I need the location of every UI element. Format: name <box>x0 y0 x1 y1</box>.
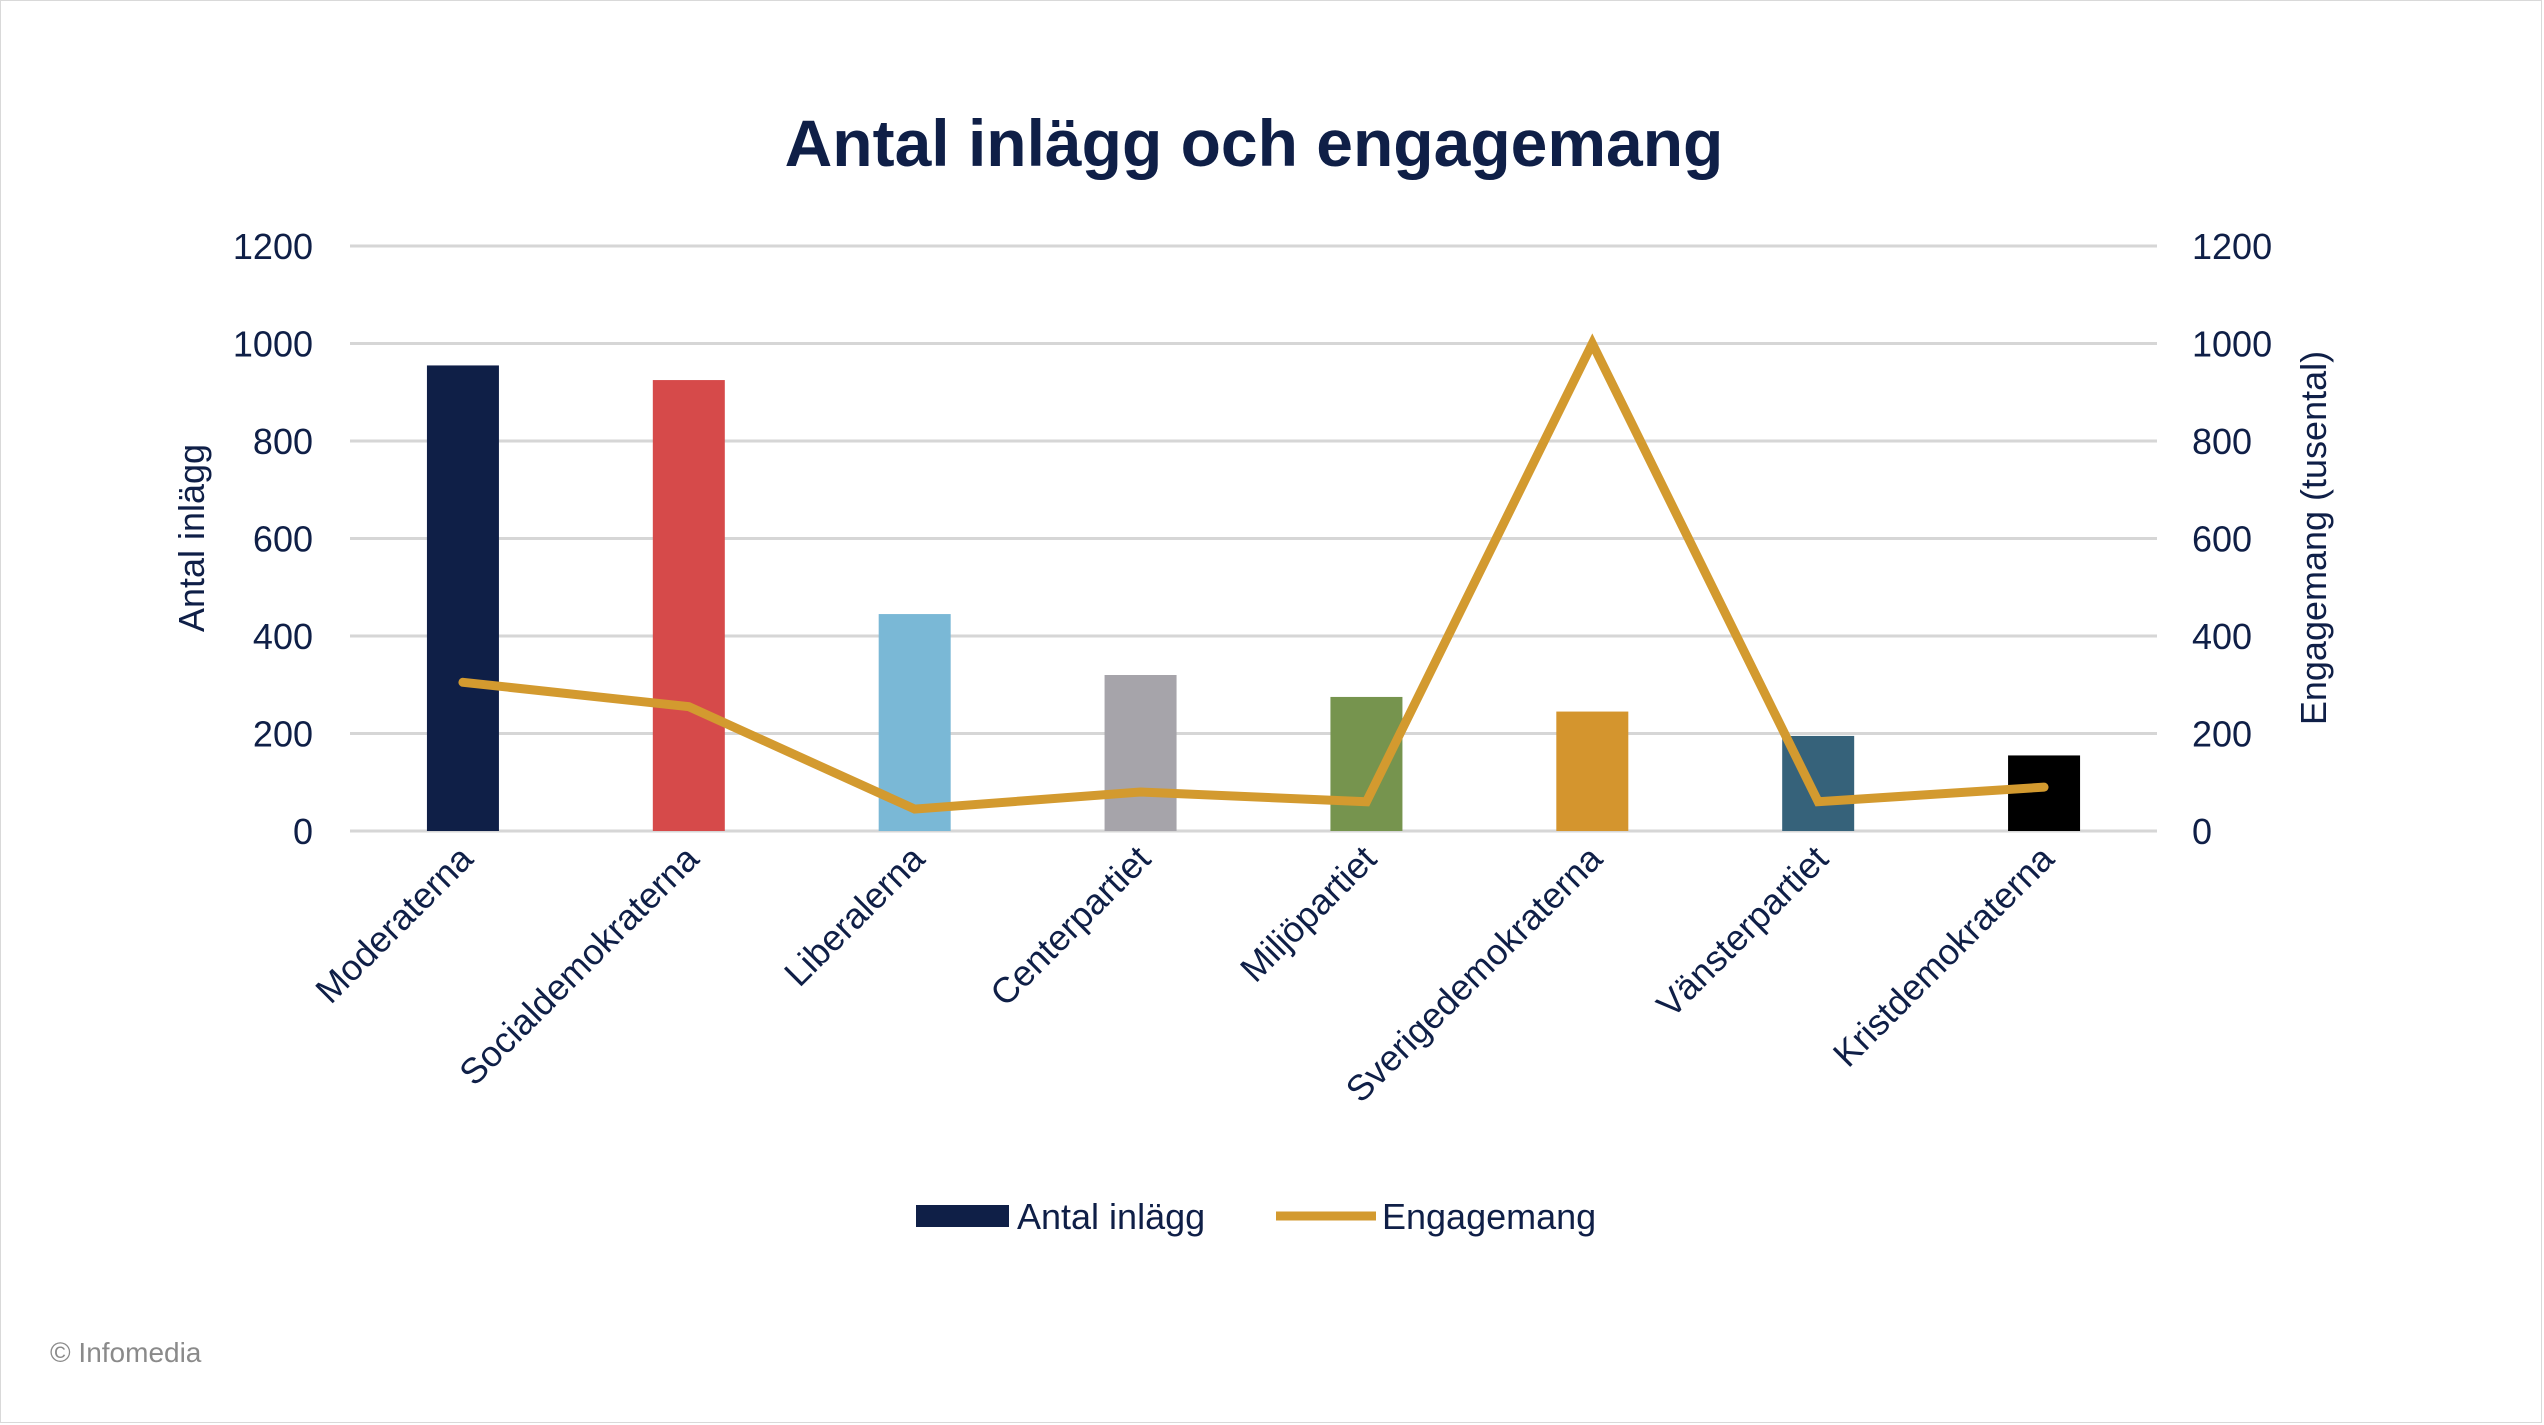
x-label-sverigedemokraterna: Sverigedemokraterna <box>1338 837 1611 1110</box>
gridlines <box>350 244 2157 833</box>
bar-moderaterna <box>426 365 499 831</box>
x-label-kristdemokraterna: Kristdemokraterna <box>1825 837 2063 1075</box>
y-tick-left: 1200 <box>233 226 313 267</box>
line-engagemang <box>458 333 2049 814</box>
y-tick-left: 200 <box>253 714 313 755</box>
y-tick-right: 800 <box>2192 421 2252 462</box>
x-label-vansterpartiet: Vänsterpartiet <box>1648 838 1835 1025</box>
bar-kristdemokraterna <box>2008 755 2081 831</box>
y-tick-left: 400 <box>253 616 313 657</box>
x-label-moderaterna: Moderaterna <box>307 837 481 1011</box>
x-label-miljopartiet: Miljöpartiet <box>1232 838 1384 990</box>
y-axis-left-title: Antal inlägg <box>171 444 212 632</box>
y-tick-left: 1000 <box>233 324 313 365</box>
y-axis-right-ticks: 0 200 400 600 800 1000 1200 <box>2192 226 2272 852</box>
legend-swatch-antal-inlagg <box>916 1205 1009 1227</box>
bar-miljopartiet <box>1330 696 1403 831</box>
legend: Antal inlägg Engagemang <box>916 1196 1596 1237</box>
y-tick-right: 600 <box>2192 519 2252 560</box>
copyright-notice: © Infomedia <box>50 1337 202 1368</box>
x-label-liberalerna: Liberalerna <box>776 837 933 994</box>
y-tick-right: 200 <box>2192 714 2252 755</box>
y-tick-right: 0 <box>2192 811 2212 852</box>
y-axis-left-ticks: 0 200 400 600 800 1000 1200 <box>233 226 313 852</box>
bar-series <box>426 365 2081 831</box>
legend-label-antal-inlagg: Antal inlägg <box>1017 1196 1205 1237</box>
bar-socialdemokraterna <box>652 380 725 831</box>
x-label-centerpartiet: Centerpartiet <box>982 838 1158 1014</box>
y-tick-left: 600 <box>253 519 313 560</box>
y-tick-right: 1000 <box>2192 324 2272 365</box>
x-label-socialdemokraterna: Socialdemokraterna <box>451 837 707 1093</box>
y-tick-right: 400 <box>2192 616 2252 657</box>
chart-title: Antal inlägg och engagemang <box>785 106 1724 180</box>
bar-centerpartiet <box>1104 675 1177 831</box>
y-axis-right-title: Engagemang (tusental) <box>2293 351 2334 725</box>
y-tick-left: 800 <box>253 421 313 462</box>
y-tick-left: 0 <box>293 811 313 852</box>
bar-sverigedemokraterna <box>1556 711 1629 831</box>
y-tick-right: 1200 <box>2192 226 2272 267</box>
legend-label-engagemang: Engagemang <box>1382 1196 1596 1237</box>
line-series <box>458 333 2049 814</box>
